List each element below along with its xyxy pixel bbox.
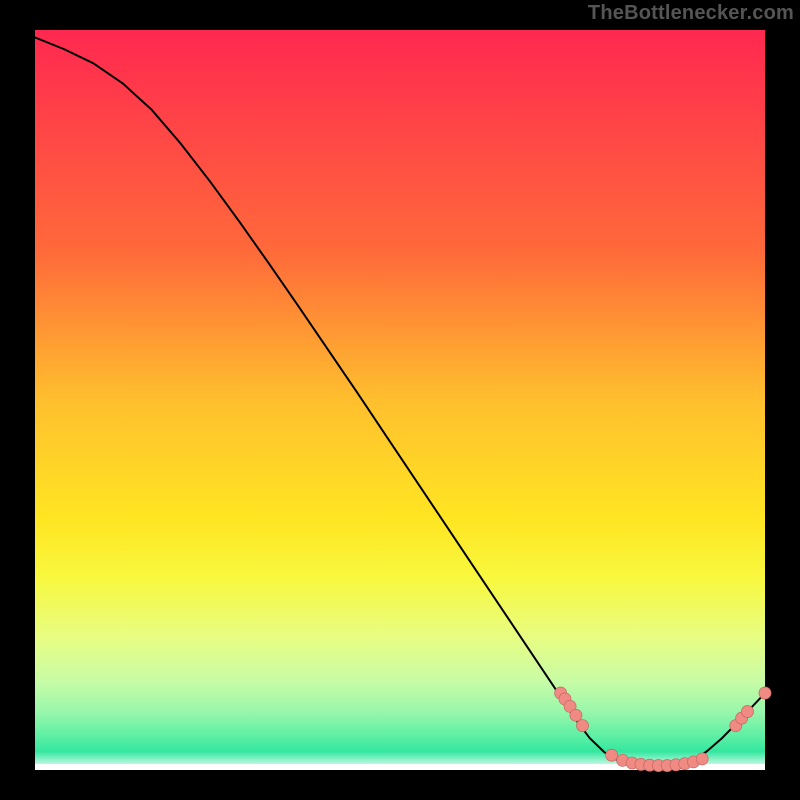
bottleneck-chart [0, 0, 800, 800]
curve-marker [577, 720, 589, 732]
curve-marker [759, 687, 771, 699]
attribution-text: TheBottlenecker.com [582, 0, 800, 29]
chart-background [35, 30, 765, 770]
curve-marker [570, 709, 582, 721]
curve-marker [606, 749, 618, 761]
curve-marker [696, 753, 708, 765]
curve-marker [741, 706, 753, 718]
